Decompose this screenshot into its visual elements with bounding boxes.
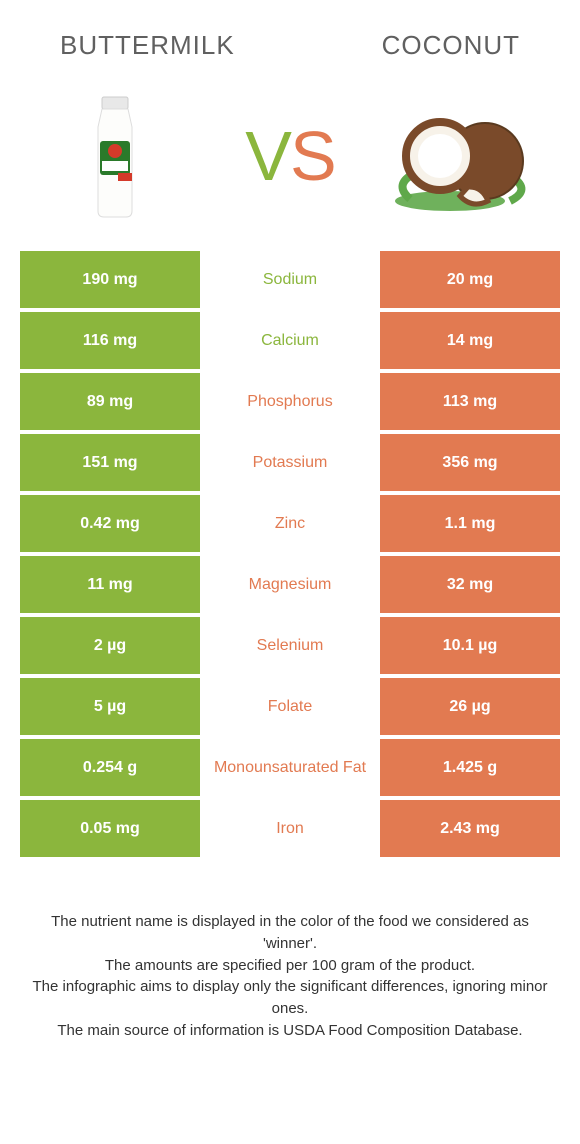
value-left: 190 mg	[20, 251, 200, 308]
vs-s: S	[290, 117, 335, 195]
header: Buttermilk Coconut	[0, 0, 580, 71]
buttermilk-image	[40, 91, 190, 221]
value-left: 151 mg	[20, 434, 200, 491]
value-left: 2 µg	[20, 617, 200, 674]
value-left: 5 µg	[20, 678, 200, 735]
value-right: 1.1 mg	[380, 495, 560, 552]
footnotes: The nutrient name is displayed in the co…	[0, 861, 580, 1042]
nutrient-row: 0.254 gMonounsaturated Fat1.425 g	[20, 739, 560, 796]
nutrient-row: 5 µgFolate26 µg	[20, 678, 560, 735]
footnote-line: The nutrient name is displayed in the co…	[30, 911, 550, 955]
footnote-line: The amounts are specified per 100 gram o…	[30, 955, 550, 977]
value-right: 32 mg	[380, 556, 560, 613]
value-left: 0.254 g	[20, 739, 200, 796]
nutrient-label: Folate	[200, 678, 380, 735]
nutrient-label: Monounsaturated Fat	[200, 739, 380, 796]
value-right: 14 mg	[380, 312, 560, 369]
nutrient-label: Iron	[200, 800, 380, 857]
nutrient-label: Phosphorus	[200, 373, 380, 430]
nutrient-label: Zinc	[200, 495, 380, 552]
hero: VS	[0, 71, 580, 251]
value-right: 356 mg	[380, 434, 560, 491]
value-left: 89 mg	[20, 373, 200, 430]
value-right: 2.43 mg	[380, 800, 560, 857]
nutrient-row: 190 mgSodium20 mg	[20, 251, 560, 308]
nutrient-row: 11 mgMagnesium32 mg	[20, 556, 560, 613]
nutrient-label: Potassium	[200, 434, 380, 491]
coconut-image	[390, 91, 540, 221]
value-right: 113 mg	[380, 373, 560, 430]
title-right: Coconut	[382, 30, 520, 61]
nutrient-label: Magnesium	[200, 556, 380, 613]
footnote-line: The infographic aims to display only the…	[30, 976, 550, 1020]
value-right: 10.1 µg	[380, 617, 560, 674]
vs-label: VS	[245, 121, 334, 191]
value-left: 0.05 mg	[20, 800, 200, 857]
value-left: 116 mg	[20, 312, 200, 369]
nutrient-row: 151 mgPotassium356 mg	[20, 434, 560, 491]
value-right: 26 µg	[380, 678, 560, 735]
title-left: Buttermilk	[60, 30, 235, 61]
value-right: 1.425 g	[380, 739, 560, 796]
value-left: 11 mg	[20, 556, 200, 613]
nutrient-label: Selenium	[200, 617, 380, 674]
nutrient-row: 0.42 mgZinc1.1 mg	[20, 495, 560, 552]
nutrient-label: Calcium	[200, 312, 380, 369]
nutrient-table: 190 mgSodium20 mg116 mgCalcium14 mg89 mg…	[0, 251, 580, 857]
nutrient-label: Sodium	[200, 251, 380, 308]
footnote-line: The main source of information is USDA F…	[30, 1020, 550, 1042]
nutrient-row: 2 µgSelenium10.1 µg	[20, 617, 560, 674]
vs-v: V	[245, 117, 290, 195]
value-left: 0.42 mg	[20, 495, 200, 552]
nutrient-row: 0.05 mgIron2.43 mg	[20, 800, 560, 857]
value-right: 20 mg	[380, 251, 560, 308]
nutrient-row: 89 mgPhosphorus113 mg	[20, 373, 560, 430]
nutrient-row: 116 mgCalcium14 mg	[20, 312, 560, 369]
